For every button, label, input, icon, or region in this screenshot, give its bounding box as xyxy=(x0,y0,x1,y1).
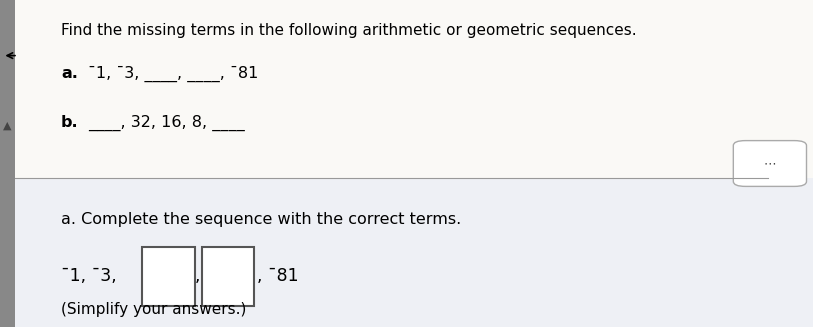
Text: ,: , xyxy=(195,267,201,285)
Bar xyxy=(0,178,813,327)
Bar xyxy=(0,0,813,178)
Text: a.: a. xyxy=(61,66,78,81)
Text: a. Complete the sequence with the correct terms.: a. Complete the sequence with the correc… xyxy=(61,212,461,227)
Text: ____, 32, 16, 8, ____: ____, 32, 16, 8, ____ xyxy=(88,114,245,131)
Text: , ¯81: , ¯81 xyxy=(257,267,298,285)
Text: Find the missing terms in the following arithmetic or geometric sequences.: Find the missing terms in the following … xyxy=(61,23,637,38)
Bar xyxy=(0,0,15,327)
FancyBboxPatch shape xyxy=(202,247,254,306)
Text: ▲: ▲ xyxy=(3,121,11,131)
Text: (Simplify your answers.): (Simplify your answers.) xyxy=(61,301,246,317)
FancyBboxPatch shape xyxy=(733,141,806,186)
FancyBboxPatch shape xyxy=(142,247,195,306)
Text: ¯1, ¯3, ____, ____, ¯81: ¯1, ¯3, ____, ____, ¯81 xyxy=(88,65,259,82)
Text: ¯1, ¯3,: ¯1, ¯3, xyxy=(61,267,117,285)
Text: b.: b. xyxy=(61,115,79,130)
Text: ⋯: ⋯ xyxy=(763,157,776,170)
